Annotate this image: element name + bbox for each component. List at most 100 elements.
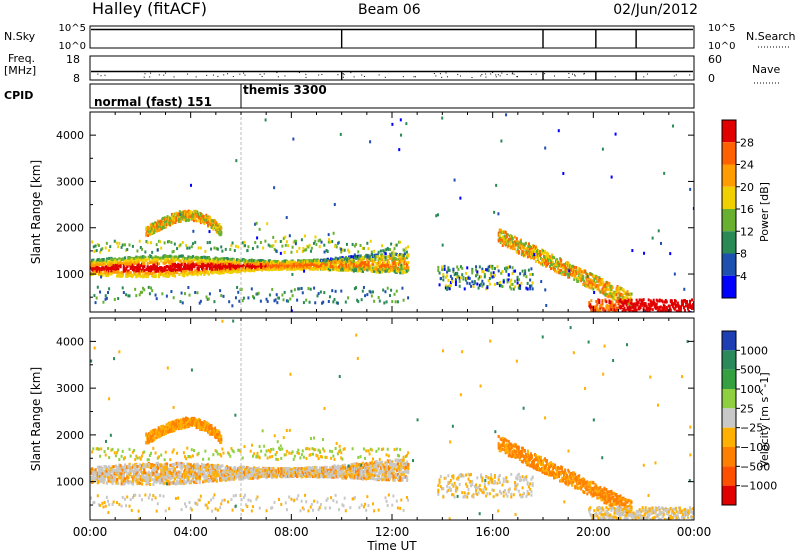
echo-cell: [195, 271, 198, 275]
echo-cell: [299, 260, 302, 264]
echo-cell: [588, 302, 591, 306]
echo-cell: [261, 259, 264, 263]
echo-cell: [539, 262, 542, 266]
echo-cell: [153, 478, 156, 482]
echo-cell: [144, 256, 147, 260]
echo-cell: [298, 259, 301, 263]
echo-cell: [600, 303, 603, 307]
echo-cell: [516, 245, 519, 249]
echo-cell: [100, 476, 103, 480]
echo-cell: [298, 267, 301, 271]
echo-cell: [449, 284, 452, 288]
echo-cell: [105, 495, 108, 499]
echo-cell: [343, 268, 346, 272]
echo-cell: [154, 451, 157, 455]
echo-cell: [485, 268, 488, 272]
echo-cell: [150, 265, 153, 269]
echo-cell: [285, 260, 289, 264]
echo-cell: [497, 239, 500, 243]
echo-cell: [649, 302, 652, 306]
echo-cell: [182, 265, 186, 269]
echo-cell: [347, 296, 350, 300]
echo-cell: [595, 306, 598, 310]
echo-cell: [374, 267, 377, 271]
echo-cell: [109, 272, 112, 276]
echo-cell: [117, 270, 120, 274]
echo-cell: [234, 269, 238, 273]
echo-cell: [262, 260, 265, 264]
echo-cell: [598, 283, 601, 287]
echo-cell: [381, 244, 384, 248]
echo-cell: [112, 465, 115, 469]
echo-cell: [207, 223, 210, 227]
echo-cell: [509, 265, 512, 269]
echo-cell: [620, 306, 623, 310]
echo-cell: [655, 298, 658, 302]
echo-cell: [207, 264, 210, 268]
echo-cell: [315, 258, 318, 262]
echo-cell: [607, 288, 610, 292]
echo-cell: [285, 265, 289, 269]
echo-cell: [206, 241, 209, 245]
echo-cell: [215, 247, 218, 251]
echo-cell: [678, 306, 681, 310]
echo-cell: [284, 259, 287, 263]
echo-cell: [516, 247, 519, 251]
echo-cell: [133, 270, 136, 274]
echo-cell: [526, 245, 529, 249]
echo-cell: [508, 240, 511, 244]
echo-cell: [128, 504, 131, 508]
echo-cell: [95, 296, 98, 300]
echo-cell: [272, 265, 275, 269]
echo-cell: [142, 466, 145, 470]
echo-cell: [190, 479, 193, 483]
echo-cell: [186, 273, 189, 277]
echo-cell: [116, 473, 119, 477]
echo-cell: [108, 249, 111, 253]
echo-cell: [471, 269, 474, 273]
echo-cell: [130, 275, 133, 279]
echo-cell: [274, 264, 277, 268]
echo-cell: [188, 266, 191, 270]
echo-cell: [544, 251, 547, 255]
echo-cell: [187, 468, 190, 472]
echo-cell: [344, 256, 348, 260]
echo-cell: [114, 267, 118, 271]
echo-cell: [117, 465, 120, 469]
echo-cell: [560, 261, 563, 265]
echo-cell: [256, 236, 259, 240]
echo-cell: [438, 283, 441, 287]
echo-cell: [597, 284, 600, 288]
echo-cell: [557, 129, 560, 133]
echo-cell: [447, 268, 450, 272]
echo-cell: [593, 281, 596, 285]
echo-cell: [92, 471, 95, 475]
echo-cell: [169, 481, 172, 485]
echo-cell: [344, 300, 347, 304]
echo-cell: [545, 303, 548, 307]
echo-cell: [157, 275, 161, 279]
echo-cell: [125, 469, 128, 473]
echo-cell: [181, 474, 184, 478]
echo-cell: [376, 267, 379, 271]
echo-cell: [612, 295, 615, 299]
echo-cell: [96, 447, 99, 451]
echo-cell: [524, 247, 527, 251]
echo-cell: [259, 299, 262, 303]
echo-cell: [556, 260, 559, 264]
echo-cell: [347, 266, 350, 270]
echo-cell: [220, 270, 223, 274]
echo-cell: [146, 465, 149, 469]
echo-cell: [300, 259, 303, 263]
echo-cell: [157, 239, 160, 243]
echo-cell: [162, 471, 165, 475]
echo-cell: [647, 302, 650, 306]
echo-cell: [586, 273, 589, 277]
echo-cell: [247, 264, 250, 268]
echo-cell: [191, 272, 195, 276]
echo-cell: [618, 291, 621, 295]
echo-cell: [100, 275, 103, 279]
echo-cell: [140, 482, 144, 486]
echo-cell: [335, 301, 338, 305]
echo-cell: [119, 475, 122, 479]
